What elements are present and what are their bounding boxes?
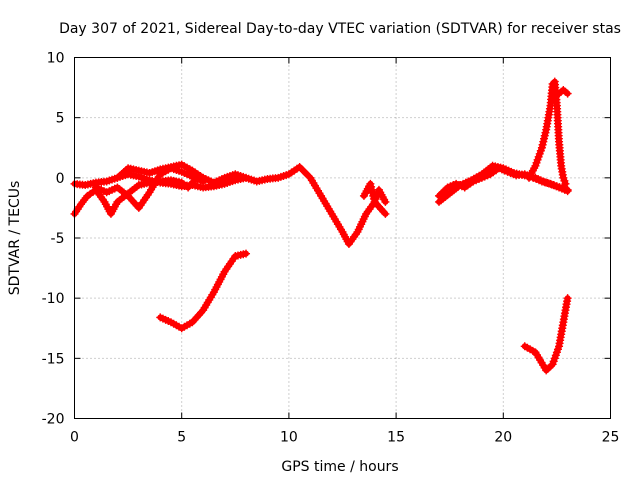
data-point	[563, 294, 572, 303]
x-axis-label: GPS time / hours	[281, 459, 398, 475]
data-point	[199, 177, 208, 186]
y-tick-label: -20	[42, 412, 65, 428]
data-point	[563, 89, 572, 98]
data-point	[381, 209, 390, 218]
data-point	[242, 249, 251, 258]
data-traces	[70, 77, 572, 375]
chart-title: Day 307 of 2021, Sidereal Day-to-day VTE…	[59, 21, 621, 37]
series-line	[157, 250, 249, 332]
x-tick-label: 10	[280, 430, 298, 446]
y-tick-label: 0	[56, 171, 65, 187]
y-tick-label: 5	[56, 111, 65, 127]
data-point	[242, 173, 251, 182]
x-tick-label: 25	[602, 430, 620, 446]
y-tick-label: -5	[51, 231, 65, 247]
series-arc-4	[91, 164, 208, 212]
series-arc-10	[555, 85, 572, 98]
data-point	[563, 187, 572, 196]
series-arc-11	[520, 294, 572, 375]
x-tick-label: 5	[177, 430, 186, 446]
series-arc-6	[156, 249, 251, 333]
y-tick-label: 10	[47, 51, 65, 67]
axes: 0 5 10 15 20 25 -20 -15 -10 -5 0 5 10	[42, 51, 620, 446]
data-point	[561, 179, 570, 188]
x-tick-label: 0	[70, 430, 79, 446]
y-tick-label: -10	[42, 291, 65, 307]
y-tick-label: -15	[42, 351, 65, 367]
x-tick-label: 20	[494, 430, 512, 446]
series-arc-1	[70, 163, 390, 249]
series-arc-5	[359, 179, 390, 206]
series-line	[71, 174, 207, 217]
x-tick-label: 15	[387, 430, 405, 446]
series-arc-2	[70, 173, 208, 218]
data-point	[381, 197, 390, 206]
y-axis-label: SDTVAR / TECUs	[7, 181, 23, 296]
